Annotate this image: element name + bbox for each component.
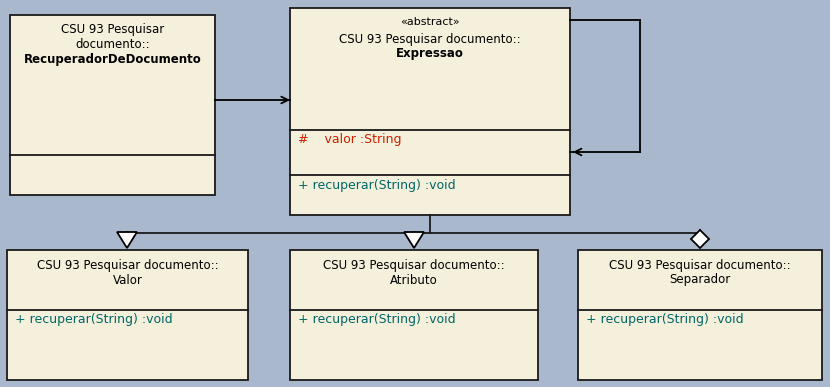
Text: + recuperar(String) :void: + recuperar(String) :void: [586, 313, 744, 327]
Text: #    valor :String: # valor :String: [298, 134, 402, 147]
Bar: [290, 250, 538, 380]
Text: CSU 93 Pesquisar documento::: CSU 93 Pesquisar documento::: [339, 33, 520, 46]
Text: Valor: Valor: [113, 274, 143, 286]
Text: documento::: documento::: [76, 38, 149, 51]
Text: Separador: Separador: [669, 274, 730, 286]
Bar: [7, 250, 248, 380]
Bar: [290, 8, 570, 215]
Text: CSU 93 Pesquisar documento::: CSU 93 Pesquisar documento::: [37, 259, 218, 272]
Polygon shape: [117, 232, 137, 248]
Text: + recuperar(String) :void: + recuperar(String) :void: [298, 313, 456, 327]
Text: + recuperar(String) :void: + recuperar(String) :void: [15, 313, 173, 327]
Text: CSU 93 Pesquisar documento::: CSU 93 Pesquisar documento::: [323, 259, 505, 272]
Text: RecuperadorDeDocumento: RecuperadorDeDocumento: [23, 53, 202, 67]
Text: + recuperar(String) :void: + recuperar(String) :void: [298, 178, 456, 192]
Polygon shape: [404, 232, 424, 248]
Polygon shape: [691, 230, 709, 248]
Text: «abstract»: «abstract»: [400, 17, 460, 27]
Text: Atributo: Atributo: [390, 274, 438, 286]
Bar: [578, 250, 822, 380]
Bar: [10, 15, 215, 195]
Text: CSU 93 Pesquisar: CSU 93 Pesquisar: [61, 24, 164, 36]
Text: Expressao: Expressao: [396, 48, 464, 60]
Text: CSU 93 Pesquisar documento::: CSU 93 Pesquisar documento::: [609, 259, 791, 272]
